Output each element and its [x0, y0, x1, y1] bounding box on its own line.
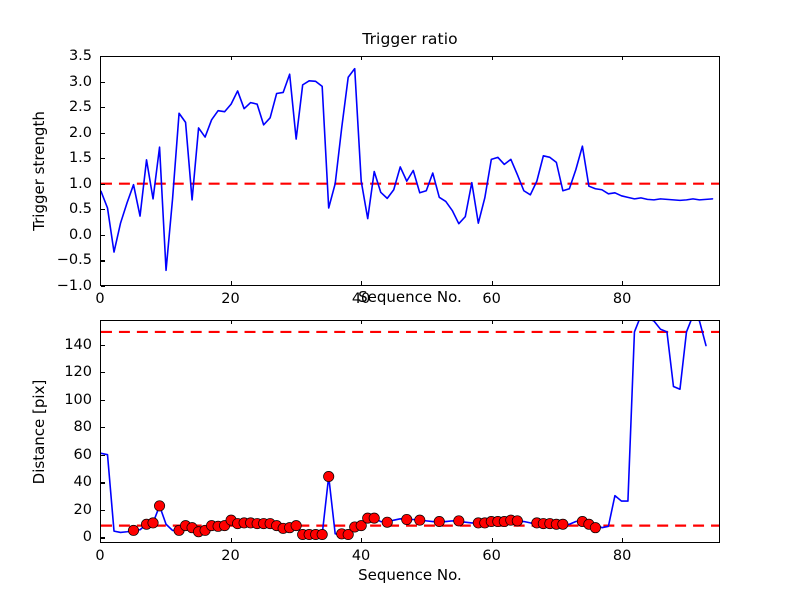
- x-tick-label: 20: [221, 548, 240, 564]
- data-point-marker: [414, 514, 426, 526]
- y-tick-label: −0.5: [56, 252, 92, 269]
- data-point-marker: [401, 513, 413, 525]
- y-tick-mark: [101, 158, 105, 160]
- x-tick-mark: [361, 538, 363, 542]
- y-tick-mark: [101, 344, 105, 346]
- trigger-ratio-plot-area: [100, 56, 720, 286]
- x-tick-mark: [230, 56, 232, 60]
- y-tick-mark: [101, 454, 105, 456]
- data-point-marker: [453, 515, 465, 527]
- data-point-marker: [127, 524, 140, 536]
- chart-title: Trigger ratio: [362, 30, 458, 48]
- x-tick-mark: [491, 56, 493, 60]
- x-tick-label: 60: [482, 291, 501, 307]
- x-tick-label: 0: [95, 548, 105, 564]
- data-point-marker: [342, 528, 354, 540]
- y-tick-label: 80: [73, 419, 92, 436]
- x-tick-label: 20: [221, 291, 240, 307]
- y-tick-label: 140: [64, 336, 92, 353]
- x-tick-mark: [100, 320, 102, 324]
- data-point-marker: [147, 517, 159, 529]
- x-tick-label: 80: [612, 291, 632, 307]
- y-tick-label: 120: [64, 364, 92, 381]
- series-line-distance: [101, 321, 707, 536]
- data-point-marker: [368, 512, 380, 524]
- trigger-ratio-svg: [101, 67, 719, 272]
- data-point-marker: [433, 516, 445, 528]
- data-point-marker: [511, 515, 523, 527]
- y-tick-mark: [101, 427, 105, 429]
- distance-svg: [101, 321, 719, 540]
- x-tick-label: 40: [351, 548, 371, 564]
- y-tick-label: 0.0: [68, 226, 92, 243]
- trigger-ratio-x-axis-label: Sequence No.: [358, 288, 462, 306]
- y-tick-label: 60: [73, 446, 92, 463]
- y-tick-label: 40: [73, 474, 92, 491]
- y-tick-mark: [101, 132, 105, 134]
- y-tick-mark: [101, 399, 105, 401]
- y-tick-label: 0: [82, 529, 92, 546]
- y-tick-label: 0.5: [68, 201, 92, 218]
- y-tick-mark: [101, 482, 105, 484]
- y-tick-label: 3.5: [68, 48, 92, 64]
- x-tick-label: 0: [95, 291, 105, 307]
- y-tick-label: −1.0: [56, 278, 92, 294]
- y-tick-mark: [101, 286, 105, 288]
- y-tick-mark: [101, 260, 105, 262]
- y-tick-label: 1.5: [68, 150, 92, 167]
- x-tick-mark: [622, 281, 624, 285]
- x-tick-mark: [491, 320, 493, 324]
- trigger-ratio-y-axis-label: Trigger strength: [30, 111, 48, 231]
- x-tick-mark: [361, 56, 363, 60]
- y-tick-label: 1.0: [68, 175, 92, 192]
- data-point-marker: [323, 471, 335, 483]
- data-point-marker: [381, 516, 393, 528]
- y-tick-mark: [101, 107, 105, 109]
- x-tick-mark: [230, 538, 232, 542]
- y-tick-mark: [101, 56, 105, 58]
- x-tick-mark: [622, 320, 624, 324]
- y-tick-mark: [101, 209, 105, 211]
- data-point-marker: [316, 528, 328, 540]
- series-line-trigger-strength: [101, 67, 714, 272]
- x-tick-mark: [100, 538, 102, 542]
- data-point-marker: [154, 500, 166, 512]
- data-point-marker: [290, 520, 302, 532]
- x-tick-label: 80: [612, 548, 632, 564]
- y-tick-mark: [101, 509, 105, 512]
- x-tick-mark: [361, 320, 363, 324]
- data-point-marker: [589, 522, 601, 534]
- y-tick-mark: [101, 234, 105, 236]
- x-tick-mark: [230, 320, 232, 324]
- x-tick-mark: [491, 538, 493, 542]
- data-point-marker: [557, 518, 569, 530]
- y-tick-label: 2.0: [68, 124, 92, 141]
- x-tick-label: 40: [351, 291, 371, 307]
- x-tick-mark: [100, 56, 102, 60]
- x-tick-label: 60: [482, 548, 501, 564]
- y-tick-label: 100: [64, 391, 92, 408]
- x-tick-mark: [230, 281, 232, 285]
- y-tick-mark: [101, 372, 105, 374]
- y-tick-label: 3.0: [68, 73, 92, 90]
- x-tick-mark: [361, 281, 363, 285]
- y-tick-label: 2.5: [68, 99, 92, 116]
- y-tick-mark: [101, 537, 105, 539]
- y-tick-label: 20: [73, 501, 92, 518]
- x-tick-mark: [491, 281, 493, 285]
- y-tick-mark: [101, 81, 105, 83]
- distance-y-axis-label: Distance [pix]: [30, 379, 48, 484]
- x-tick-mark: [100, 281, 102, 285]
- y-tick-mark: [101, 183, 105, 185]
- x-tick-mark: [622, 56, 624, 60]
- data-point-marker: [355, 520, 367, 532]
- distance-plot-area: [100, 320, 720, 543]
- distance-x-axis-label: Sequence No.: [358, 566, 462, 584]
- x-tick-mark: [622, 538, 624, 542]
